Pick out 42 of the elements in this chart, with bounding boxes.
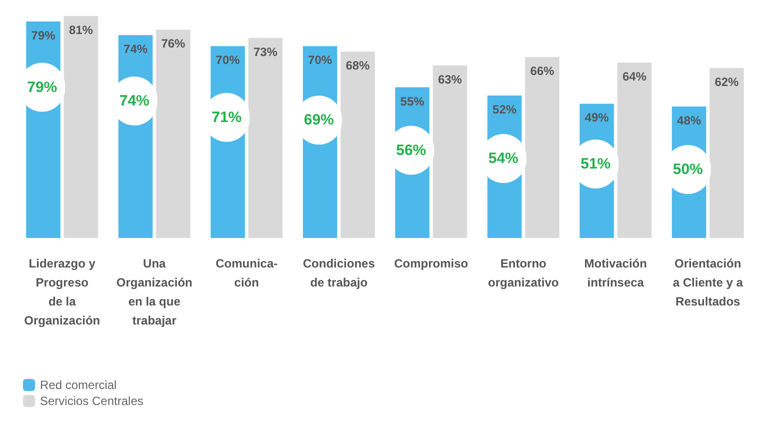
data-label: 48% bbox=[677, 113, 702, 128]
annotation: 51% bbox=[580, 156, 611, 172]
annotation: 69% bbox=[304, 112, 334, 129]
data-label: 79% bbox=[31, 28, 56, 42]
data-label: 74% bbox=[124, 42, 148, 56]
data-label: 62% bbox=[714, 75, 740, 90]
annotation: 74% bbox=[119, 92, 150, 110]
data-label: 64% bbox=[622, 70, 647, 84]
data-label: 70% bbox=[216, 53, 240, 68]
legend-label: Servicios Centrales bbox=[40, 394, 144, 408]
data-label: 68% bbox=[346, 58, 370, 73]
data-label: 76% bbox=[161, 36, 186, 51]
legend-label: Red comercial bbox=[40, 378, 117, 392]
annotation: 79% bbox=[27, 78, 58, 96]
annotation: 54% bbox=[488, 150, 518, 168]
bar bbox=[525, 57, 560, 238]
bar bbox=[432, 65, 468, 238]
x-tick-label: Liderazgo y Progreso de la Organización bbox=[24, 256, 100, 328]
data-label: 63% bbox=[438, 72, 462, 86]
x-tick-label: Orientación a Cliente y a Resultados bbox=[672, 256, 744, 308]
annotation: 71% bbox=[212, 108, 242, 126]
bar bbox=[710, 68, 744, 238]
x-tick-label: Una Organización en la que trabajar bbox=[116, 256, 192, 328]
data-label: 55% bbox=[400, 94, 425, 108]
annotation: 50% bbox=[672, 160, 703, 178]
bar bbox=[248, 38, 283, 238]
x-tick-label: Comunica- ción bbox=[216, 256, 278, 290]
data-label: 70% bbox=[308, 53, 332, 68]
bar bbox=[340, 52, 375, 238]
bar bbox=[617, 62, 652, 238]
x-tick-label: Condiciones de trabajo bbox=[302, 256, 376, 290]
data-label: 52% bbox=[492, 102, 517, 116]
data-label: 73% bbox=[253, 44, 278, 59]
bar bbox=[156, 30, 190, 238]
data-label: 49% bbox=[584, 110, 610, 125]
annotation: 56% bbox=[396, 142, 426, 159]
data-label: 81% bbox=[68, 23, 94, 37]
x-tick-label: Compromiso bbox=[394, 256, 468, 270]
x-tick-label: Entorno organizativo bbox=[488, 256, 559, 290]
x-tick-label: Motivación intrínseca bbox=[584, 256, 647, 290]
data-label: 66% bbox=[530, 64, 555, 78]
bar bbox=[64, 16, 98, 238]
